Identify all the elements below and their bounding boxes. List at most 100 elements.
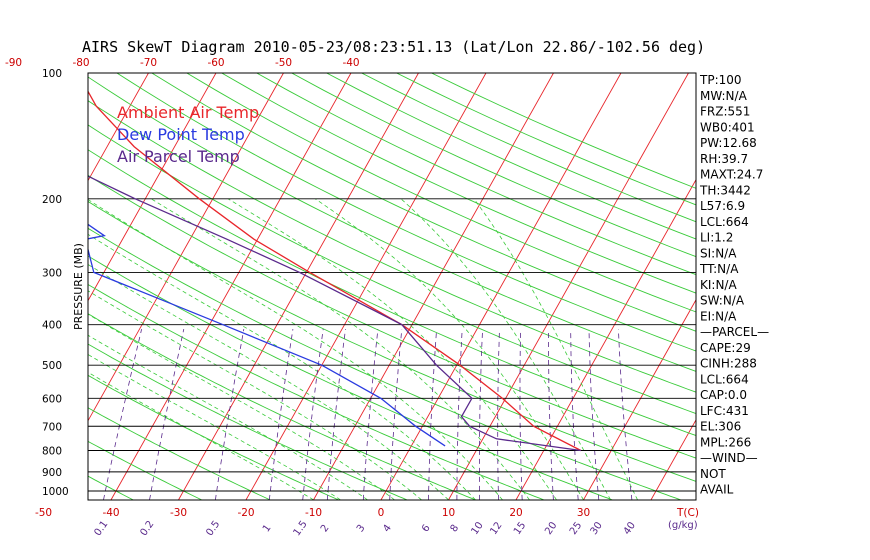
- stat-line: CINH:288: [700, 357, 757, 371]
- moist-adiabat-line: [88, 199, 503, 500]
- temp-bottom-tick-label: -40: [102, 507, 119, 519]
- isotherm-line: [88, 73, 217, 302]
- isotherm-line: [88, 73, 149, 182]
- isobar-lines: [88, 72, 696, 492]
- mixing-ratio-line: [570, 329, 579, 500]
- mixing-ratio-label: 0.2: [138, 519, 156, 538]
- stat-line: TH:3442: [699, 183, 751, 197]
- stat-line: LI:1.2: [700, 231, 733, 245]
- chart-title: AIRS SkewT Diagram 2010-05-23/08:23:51.1…: [82, 38, 705, 56]
- mixing-ratio-line: [428, 329, 437, 500]
- stat-line: EL:306: [700, 420, 741, 434]
- mixing-ratio-line: [548, 329, 554, 500]
- pressure-tick-label: 900: [42, 467, 62, 479]
- dry-adiabat-line: [88, 227, 681, 500]
- isotherm-line: [786, 73, 870, 500]
- series-line: [88, 223, 446, 447]
- dry-adiabat-line: [88, 343, 408, 500]
- mixing-ratio-line: [588, 329, 600, 500]
- sounding-series: [88, 90, 582, 452]
- legend-entry: Dew Point Temp: [117, 125, 245, 144]
- temp-bottom-tick-label: 20: [509, 507, 522, 519]
- mixing-ratio-label: 3: [355, 523, 368, 535]
- stat-line: L57:6.9: [700, 199, 745, 213]
- moist-adiabat-line: [473, 198, 638, 500]
- mixing-ratio-label: 12: [488, 520, 504, 537]
- dry-adiabat-line: [256, 73, 696, 276]
- stat-line: MAXT:24.7: [700, 168, 763, 182]
- thermodynamic-grid: [0, 73, 870, 500]
- mixing-ratio-line: [302, 329, 324, 500]
- dry-adiabat-line: [186, 73, 696, 313]
- pressure-tick-label: 1000: [42, 486, 69, 498]
- stat-line: MPL:266: [700, 435, 751, 449]
- isotherm-line: [650, 418, 696, 500]
- mixing-ratio-label: 4: [381, 523, 394, 535]
- dry-adiabat-line: [88, 313, 476, 500]
- mixing-ratio-label: 30: [589, 520, 605, 537]
- mixing-ratio-label: 8: [449, 523, 462, 535]
- temp-top-tick-label: -60: [207, 57, 224, 69]
- moist-adiabat-line: [88, 371, 314, 500]
- stat-line: WB0:401: [700, 120, 755, 134]
- temp-top-tick-label: -70: [140, 57, 157, 69]
- mixing-ratio-label: 10: [469, 520, 485, 537]
- mixing-ratio-line: [478, 329, 483, 500]
- dry-adiabat-line: [88, 149, 696, 436]
- temp-unit-label: T(C): [676, 507, 699, 519]
- dry-adiabat-line: [151, 73, 696, 332]
- temp-top-tick-label: -90: [5, 57, 22, 69]
- stat-line: LFC:431: [700, 404, 749, 418]
- isotherm-line: [178, 73, 419, 500]
- axis-ticks: 1002003004005006007008009001000-120-110-…: [5, 57, 699, 538]
- mixing-ratio-label: 2: [319, 523, 332, 535]
- temp-bottom-tick-label: 0: [378, 507, 385, 519]
- stat-line: PW:12.68: [700, 136, 757, 150]
- isotherm-line: [448, 73, 689, 500]
- dry-adiabat-line: [221, 73, 696, 294]
- pressure-tick-label: 400: [42, 320, 62, 332]
- temp-bottom-tick-label: -10: [305, 507, 322, 519]
- isotherm-line: [0, 73, 81, 500]
- mixing-ratio-label: 25: [568, 520, 584, 537]
- isotherm-line: [0, 73, 14, 500]
- mixing-ratio-line: [456, 329, 463, 500]
- moist-adiabat-line: [150, 198, 530, 500]
- pressure-tick-label: 500: [42, 360, 62, 372]
- series-line: [88, 90, 582, 452]
- stat-line: CAP:0.0: [700, 388, 747, 402]
- mixing-ratio-label: 0.5: [204, 519, 222, 538]
- dry-adiabat-line: [88, 440, 202, 500]
- plot-frame: [87, 72, 697, 501]
- dry-adiabat-line: [326, 73, 696, 240]
- pressure-tick-label: 700: [42, 421, 62, 433]
- pressure-tick-label: 600: [42, 393, 62, 405]
- moist-adiabat-line: [88, 354, 341, 500]
- mixing-ratio-unit-label: (g/kg): [668, 520, 698, 531]
- isotherm-line: [110, 73, 352, 500]
- dry-adiabat-line: [88, 475, 134, 500]
- stat-line: TT:N/A: [699, 262, 739, 276]
- temp-bottom-tick-label: 10: [442, 507, 455, 519]
- temp-bottom-tick-label: 30: [577, 507, 590, 519]
- stat-line: MW:N/A: [700, 89, 748, 103]
- mixing-ratio-line: [497, 329, 500, 500]
- stat-line: KI:N/A: [700, 278, 737, 292]
- dry-adiabat-line: [361, 73, 696, 223]
- moist-adiabat-line: [88, 263, 449, 500]
- moist-adiabat-line: [400, 198, 611, 500]
- dry-adiabat-line: [88, 174, 696, 459]
- moist-adiabat-line: [88, 313, 395, 500]
- legend: Ambient Air Temp Dew Point Temp Air Parcel…: [117, 103, 259, 166]
- dry-adiabat-line: [88, 283, 544, 500]
- temp-bottom-tick-label: -20: [237, 507, 254, 519]
- stat-line: EI:N/A: [700, 309, 737, 323]
- mixing-ratio-label: 40: [622, 520, 638, 537]
- dry-adiabat-line: [431, 73, 696, 189]
- mixing-ratio-label: 20: [543, 520, 559, 537]
- moist-adiabat-line: [314, 198, 584, 500]
- stat-line: NOT: [700, 467, 726, 481]
- mixing-ratio-line: [519, 329, 523, 500]
- legend-entry: Air Parcel Temp: [117, 147, 240, 166]
